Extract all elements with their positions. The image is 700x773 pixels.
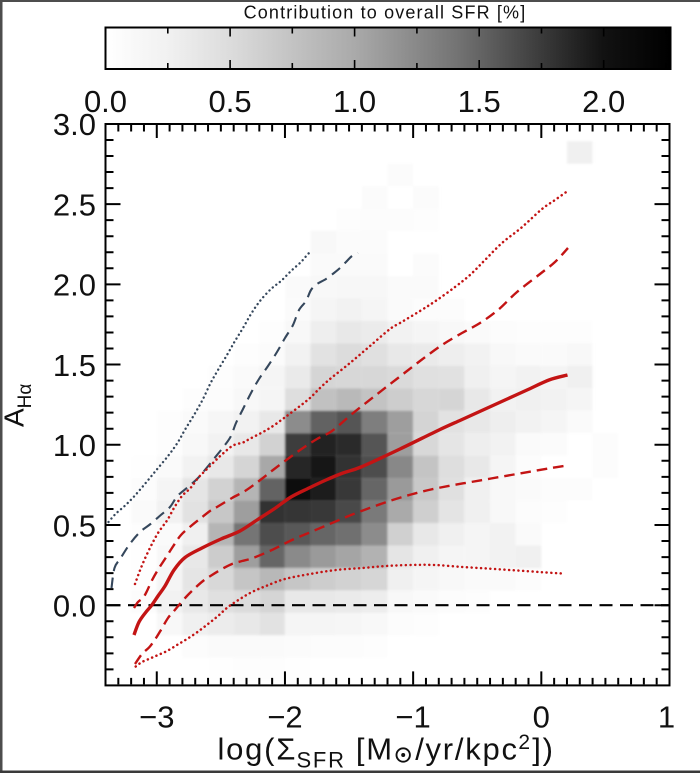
- svg-text:1.0: 1.0: [53, 428, 96, 463]
- svg-text:2.0: 2.0: [582, 84, 625, 119]
- svg-text:−3: −3: [139, 700, 174, 735]
- svg-text:/yr/kpc: /yr/kpc: [415, 732, 519, 767]
- svg-text:2.5: 2.5: [53, 187, 96, 222]
- svg-text:0.0: 0.0: [84, 84, 127, 119]
- svg-text:−1: −1: [395, 700, 430, 735]
- svg-text:1: 1: [658, 700, 675, 735]
- svg-text:1.0: 1.0: [333, 84, 376, 119]
- svg-text:1.5: 1.5: [458, 84, 501, 119]
- svg-text:1.5: 1.5: [53, 348, 96, 383]
- svg-text:2: 2: [518, 731, 530, 754]
- svg-text:0: 0: [533, 700, 550, 735]
- svg-text:]): ]): [532, 732, 554, 767]
- svg-text:Contribution to overall SFR [%: Contribution to overall SFR [%]: [244, 3, 527, 23]
- svg-text:0.0: 0.0: [53, 589, 96, 624]
- svg-text:[M: [M: [346, 732, 394, 767]
- svg-text:0.5: 0.5: [53, 508, 96, 543]
- svg-text:SFR: SFR: [297, 748, 346, 773]
- svg-text:0.5: 0.5: [209, 84, 252, 119]
- svg-text:2.0: 2.0: [53, 268, 96, 303]
- svg-text:−2: −2: [267, 700, 302, 735]
- svg-text:3.0: 3.0: [53, 107, 96, 142]
- svg-text:log(Σ: log(Σ: [218, 732, 298, 767]
